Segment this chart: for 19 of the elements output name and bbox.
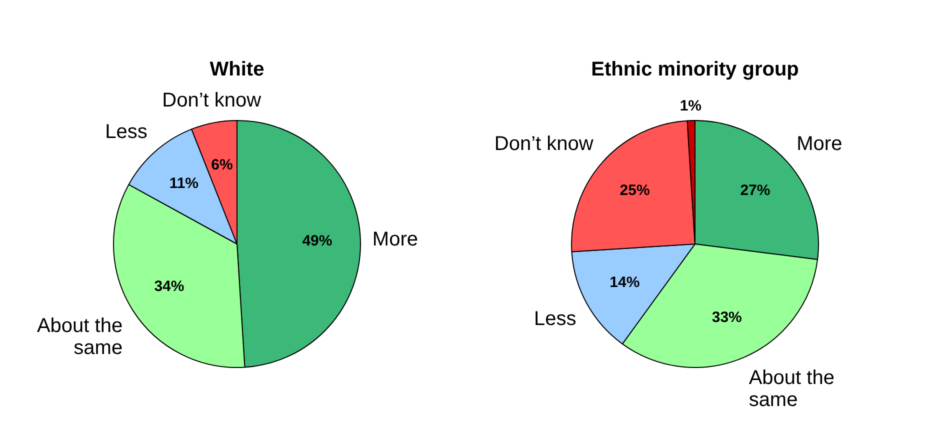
data-label: 14% [610, 274, 640, 291]
data-label: 49% [302, 232, 332, 250]
data-label: 11% [169, 174, 199, 192]
chart-title: White [210, 58, 264, 81]
data-label: 33% [712, 308, 742, 326]
slice-label: More [372, 228, 418, 250]
data-label: 34% [154, 278, 184, 296]
slice-label: Don’t know [162, 89, 262, 112]
slice-label: Less [534, 308, 576, 330]
data-label: 25% [620, 182, 650, 200]
data-label: 27% [740, 182, 770, 200]
slice-label: About the same [36, 315, 123, 360]
slice-label: Less [105, 120, 148, 143]
chart-title: Ethnic minority group [591, 58, 799, 81]
slice-label: More [796, 132, 842, 155]
data-label: 1% [680, 98, 702, 115]
slice-label: Don’t know [494, 132, 594, 155]
slice-label: About the same [748, 366, 834, 411]
data-label: 6% [211, 156, 233, 174]
